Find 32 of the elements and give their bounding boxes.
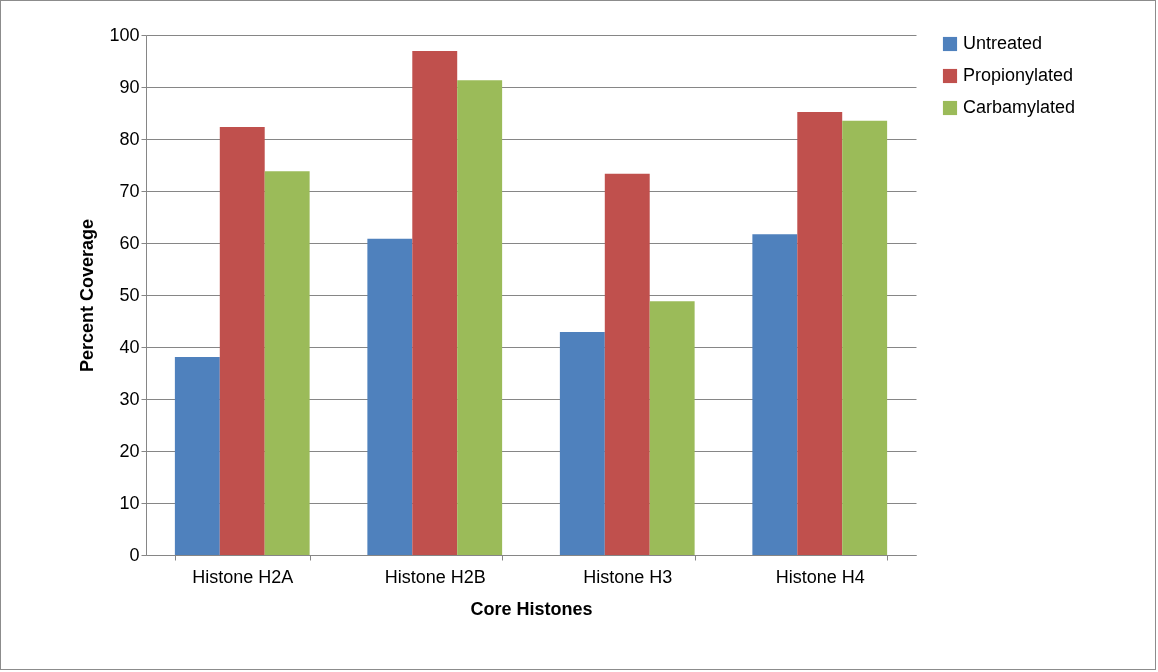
y-tick-label: 90 <box>119 76 140 97</box>
y-tick-label: 100 <box>109 24 140 45</box>
bar <box>412 51 458 555</box>
y-tick-label: 30 <box>119 388 140 409</box>
y-tick-label: 0 <box>129 544 140 565</box>
x-tick-label: Histone H2A <box>192 566 294 587</box>
y-tick-label: 70 <box>119 180 140 201</box>
bar <box>559 331 605 555</box>
bar <box>752 234 798 555</box>
bar <box>797 111 843 555</box>
y-tick-label: 50 <box>119 284 140 305</box>
bar <box>367 238 413 555</box>
bar <box>604 173 650 555</box>
bar <box>264 171 310 555</box>
x-axis-title: Core Histones <box>470 598 593 619</box>
x-tick-label: Histone H2B <box>384 566 486 587</box>
legend-label: Carbamylated <box>963 97 1076 117</box>
y-tick-label: 40 <box>119 336 140 357</box>
bar <box>649 301 695 555</box>
bar <box>842 120 888 555</box>
bar <box>219 127 265 555</box>
y-tick-label: 10 <box>119 492 140 513</box>
legend-label: Propionylated <box>963 65 1074 85</box>
bar <box>457 80 503 555</box>
y-axis-title: Percent Coverage <box>77 218 98 373</box>
bar <box>174 356 220 555</box>
legend-label: Untreated <box>963 33 1043 53</box>
y-tick-label: 20 <box>119 440 140 461</box>
x-tick-label: Histone H3 <box>583 566 673 587</box>
y-tick-label: 80 <box>119 128 140 149</box>
x-tick-label: Histone H4 <box>775 566 865 587</box>
y-tick-label: 60 <box>119 232 140 253</box>
